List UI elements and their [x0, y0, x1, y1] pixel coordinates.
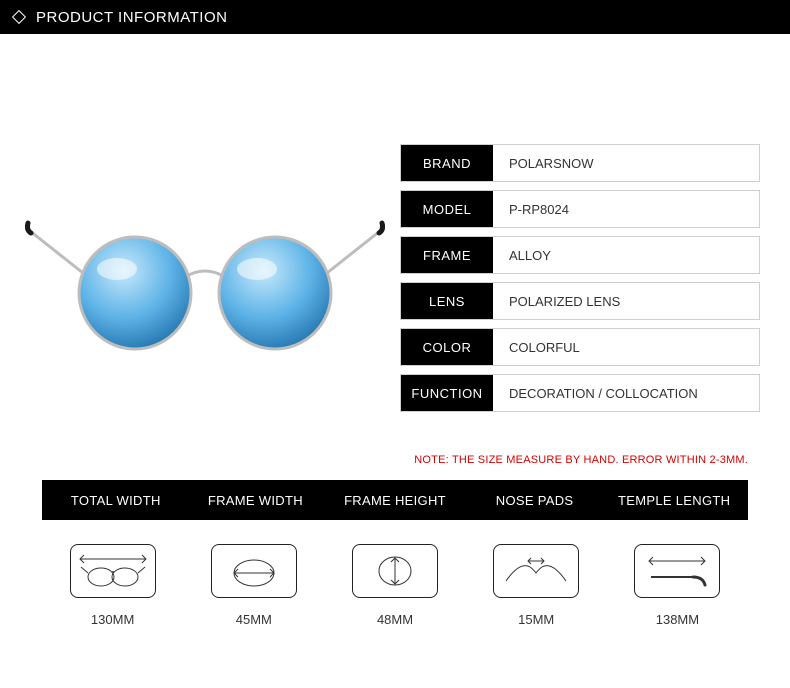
top-section: BRAND POLARSNOW MODEL P-RP8024 FRAME ALL… [0, 34, 790, 442]
spec-row: MODEL P-RP8024 [400, 190, 760, 228]
dim-value: 45MM [236, 612, 272, 627]
dimensions-header: TOTAL WIDTH FRAME WIDTH FRAME HEIGHT NOS… [42, 480, 748, 520]
dim-cell: 48MM [324, 544, 465, 627]
dim-value: 130MM [91, 612, 134, 627]
header-title: PRODUCT INFORMATION [36, 9, 227, 26]
spec-label: FUNCTION [401, 375, 493, 411]
spec-value: POLARSNOW [493, 145, 759, 181]
spec-value: P-RP8024 [493, 191, 759, 227]
total-width-icon [70, 544, 156, 598]
diamond-icon [12, 10, 26, 24]
spec-label: BRAND [401, 145, 493, 181]
dim-cell: 45MM [183, 544, 324, 627]
spec-table: BRAND POLARSNOW MODEL P-RP8024 FRAME ALL… [400, 74, 760, 412]
dim-header-temple-length: TEMPLE LENGTH [604, 493, 744, 508]
dim-header-nose-pads: NOSE PADS [465, 493, 605, 508]
dim-value: 15MM [518, 612, 554, 627]
spec-row: BRAND POLARSNOW [400, 144, 760, 182]
dim-cell: 15MM [466, 544, 607, 627]
dim-value: 138MM [656, 612, 699, 627]
dim-cell: 130MM [42, 544, 183, 627]
spec-label: FRAME [401, 237, 493, 273]
frame-width-icon [211, 544, 297, 598]
spec-label: LENS [401, 283, 493, 319]
spec-row: COLOR COLORFUL [400, 328, 760, 366]
spec-value: COLORFUL [493, 329, 759, 365]
spec-row: LENS POLARIZED LENS [400, 282, 760, 320]
spec-label: COLOR [401, 329, 493, 365]
header-bar: PRODUCT INFORMATION [0, 0, 790, 34]
spec-row: FUNCTION DECORATION / COLLOCATION [400, 374, 760, 412]
temple-length-icon [634, 544, 720, 598]
dim-header-total-width: TOTAL WIDTH [46, 493, 186, 508]
nose-pads-icon [493, 544, 579, 598]
spec-value: DECORATION / COLLOCATION [493, 375, 759, 411]
dim-header-frame-width: FRAME WIDTH [186, 493, 326, 508]
measurement-note: NOTE: THE SIZE MEASURE BY HAND. ERROR WI… [0, 442, 790, 474]
spec-row: FRAME ALLOY [400, 236, 760, 274]
dim-cell: 138MM [607, 544, 748, 627]
dim-value: 48MM [377, 612, 413, 627]
dim-header-frame-height: FRAME HEIGHT [325, 493, 465, 508]
spec-label: MODEL [401, 191, 493, 227]
dimensions-row: 130MM 45MM 48MM [42, 544, 748, 627]
product-image [20, 74, 390, 412]
spec-value: POLARIZED LENS [493, 283, 759, 319]
spec-value: ALLOY [493, 237, 759, 273]
frame-height-icon [352, 544, 438, 598]
sunglasses-icon [25, 203, 385, 363]
